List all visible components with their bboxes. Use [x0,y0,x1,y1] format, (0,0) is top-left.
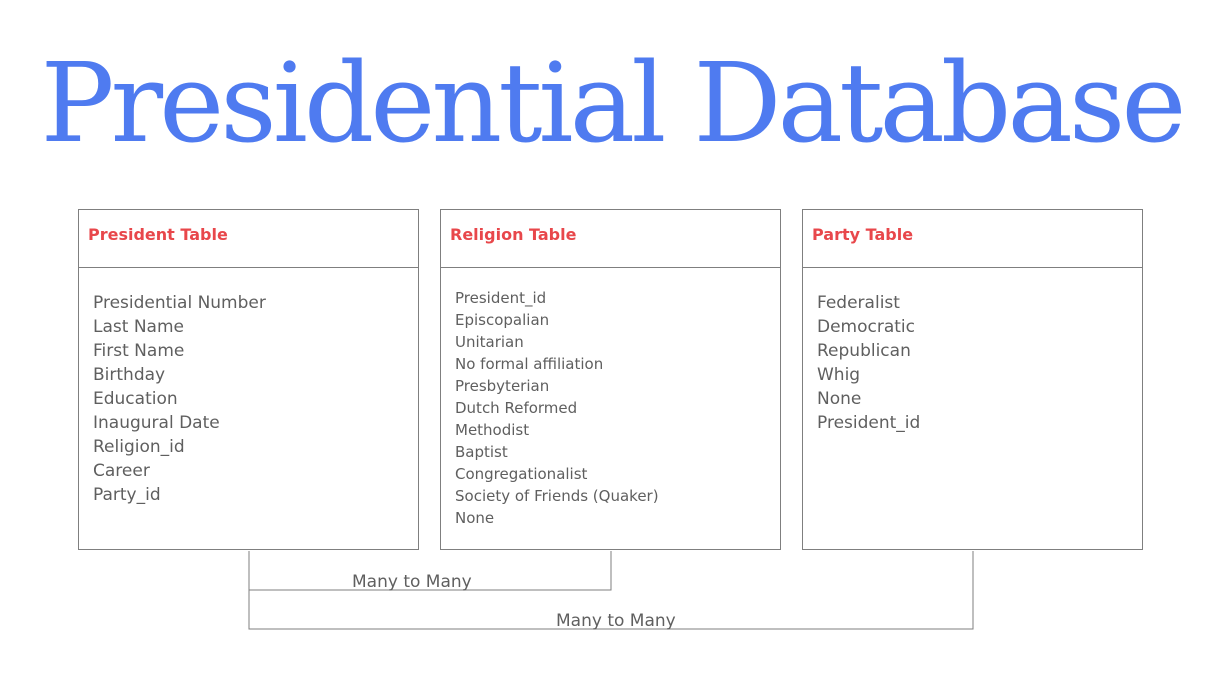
relationship-label-president-party: Many to Many [556,611,676,631]
relationship-label-president-religion: Many to Many [352,572,472,592]
